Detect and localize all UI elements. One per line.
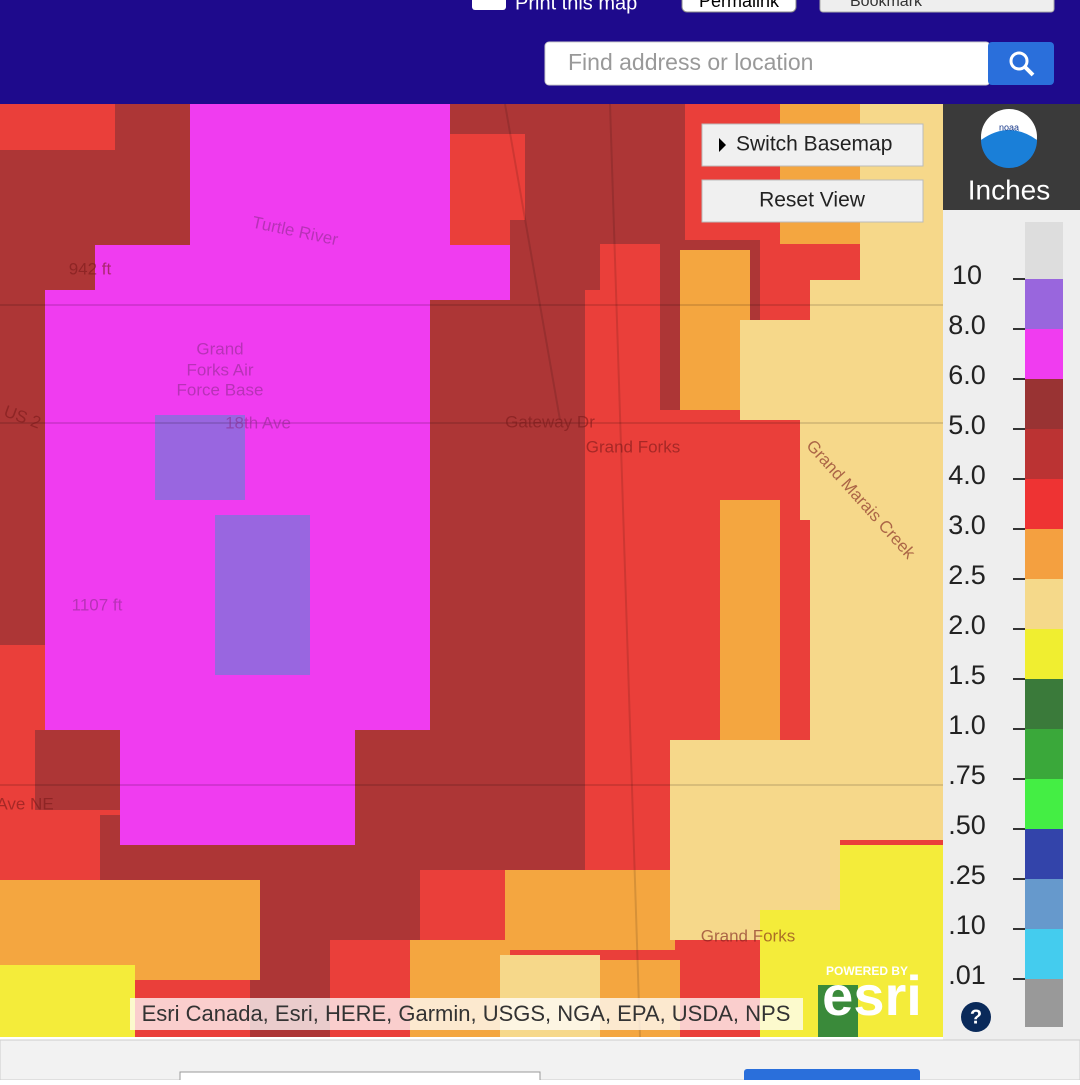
help-button[interactable] bbox=[961, 1002, 991, 1032]
road bbox=[609, 104, 641, 1037]
map-label: Grand Forks bbox=[701, 926, 795, 945]
print-link[interactable]: Print this map bbox=[515, 0, 637, 14]
map-cell bbox=[190, 104, 450, 250]
legend-label: .25 bbox=[948, 860, 986, 890]
legend-swatch bbox=[1025, 779, 1063, 829]
map-cell bbox=[35, 730, 120, 810]
legend-label: .50 bbox=[948, 810, 986, 840]
map-cell bbox=[0, 150, 190, 250]
legend-swatch bbox=[1025, 979, 1063, 1027]
map-cell bbox=[810, 280, 943, 840]
legend-label: .01 bbox=[948, 960, 986, 990]
map-label: Ave NE bbox=[0, 794, 54, 813]
bottom-button[interactable] bbox=[744, 1069, 920, 1085]
map-label: Gateway Dr bbox=[505, 412, 595, 431]
legend-swatch bbox=[1025, 679, 1063, 729]
map-label: Grand Forks bbox=[586, 437, 680, 456]
search-icon bbox=[1009, 51, 1029, 71]
legend-swatch bbox=[1025, 829, 1063, 879]
legend-swatch bbox=[1025, 379, 1063, 429]
legend-swatch bbox=[1025, 629, 1063, 679]
search-placeholder: Find address or location bbox=[568, 49, 813, 75]
legend-label: 6.0 bbox=[948, 360, 986, 390]
map-cell bbox=[0, 880, 260, 980]
noaa-logo-wave bbox=[981, 130, 1037, 168]
esri-powered-by: POWERED BY bbox=[826, 964, 908, 978]
attribution-bg bbox=[130, 998, 803, 1030]
permalink-label: Permalink bbox=[699, 0, 780, 11]
legend-scale: 10 8.0 6.0 5.0 4.0 3.0 2.5 2.0 1.5 1.0 .75 .50 .25 .1… bbox=[948, 222, 1063, 1027]
attribution: Esri Canada, Esri, HERE, Garmin, USGS, N… bbox=[142, 1001, 791, 1026]
legend-title: Inches bbox=[968, 174, 1051, 205]
map-label: Forks Air bbox=[186, 360, 253, 379]
map-label: Force Base bbox=[177, 380, 264, 399]
legend-swatch bbox=[1025, 879, 1063, 929]
legend-label: .75 bbox=[948, 760, 986, 790]
map-cell bbox=[420, 290, 585, 870]
map-label: 942 ft bbox=[69, 259, 112, 278]
map-cell bbox=[800, 420, 900, 520]
legend-label: 1.5 bbox=[948, 660, 986, 690]
map-cell bbox=[505, 870, 675, 950]
legend-swatch bbox=[1025, 329, 1063, 379]
map-cell bbox=[510, 220, 600, 290]
road bbox=[504, 104, 561, 421]
map-cell bbox=[0, 965, 135, 1037]
permalink-button[interactable] bbox=[681, 0, 797, 13]
search-button[interactable] bbox=[988, 42, 1054, 85]
legend-swatch bbox=[1025, 929, 1063, 979]
reset-view-button-label: Reset View bbox=[759, 189, 866, 212]
legend-label: .10 bbox=[948, 910, 986, 940]
map-cell bbox=[450, 104, 525, 134]
map-cell bbox=[215, 515, 310, 675]
legend-label: 2.0 bbox=[948, 610, 986, 640]
legend-swatch bbox=[1025, 222, 1063, 279]
legend-label: 4.0 bbox=[948, 460, 986, 490]
legend-label: 5.0 bbox=[948, 410, 986, 440]
legend-swatch bbox=[1025, 579, 1063, 629]
legend-label: 2.5 bbox=[948, 560, 986, 590]
esri-logo: esri bbox=[822, 964, 922, 1027]
switch-basemap-button[interactable] bbox=[701, 123, 924, 167]
button-arrow bbox=[719, 138, 726, 152]
legend-label: 8.0 bbox=[948, 310, 986, 340]
map-label: 18th Ave bbox=[225, 413, 291, 432]
map-cell bbox=[155, 415, 245, 500]
legend-label: 10 bbox=[952, 260, 982, 290]
legend-label: 1.0 bbox=[948, 710, 986, 740]
map-cell bbox=[818, 985, 858, 1037]
legend-swatch bbox=[1025, 479, 1063, 529]
noaa-logo-text: noaa bbox=[999, 122, 1019, 132]
map-cell bbox=[120, 730, 355, 845]
search-icon-handle bbox=[1023, 65, 1035, 77]
dataset-select[interactable] bbox=[179, 1071, 541, 1085]
legend-swatch bbox=[1025, 429, 1063, 479]
map-cell bbox=[680, 250, 750, 410]
switch-basemap-button-label: Switch Basemap bbox=[736, 133, 892, 156]
print-icon[interactable] bbox=[472, 0, 506, 10]
reset-view-button[interactable] bbox=[701, 179, 924, 223]
help-label: ? bbox=[970, 1006, 982, 1028]
map-label: 1107 ft bbox=[72, 595, 123, 614]
map-cell bbox=[720, 500, 780, 750]
legend-swatch bbox=[1025, 729, 1063, 779]
map-label: Grand bbox=[196, 339, 243, 358]
legend-swatch bbox=[1025, 279, 1063, 329]
legend-label: 3.0 bbox=[948, 510, 986, 540]
bookmark-label: Bookmark bbox=[850, 0, 923, 10]
bookmark-button[interactable] bbox=[819, 0, 1055, 13]
legend-swatch bbox=[1025, 529, 1063, 579]
map-cell bbox=[260, 840, 420, 940]
